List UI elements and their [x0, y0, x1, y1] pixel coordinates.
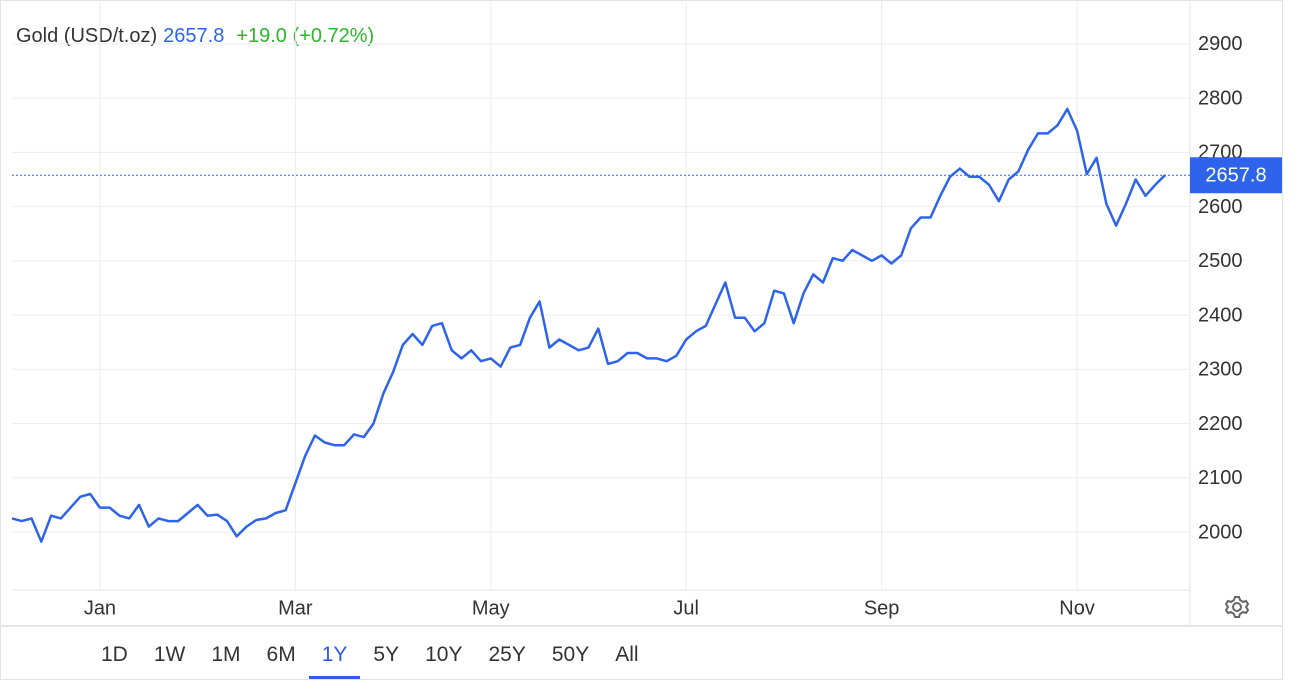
- y-tick-label: 2800: [1198, 87, 1243, 109]
- range-button[interactable]: 25Y: [488, 643, 526, 666]
- x-tick-label: Mar: [278, 597, 313, 619]
- x-tick-label: Sep: [864, 597, 900, 619]
- y-tick-label: 2900: [1198, 33, 1243, 55]
- chart-frame: [0, 0, 1283, 626]
- last-price-box: [1190, 157, 1282, 194]
- last-price-label: 2657.8: [1205, 165, 1266, 187]
- chart: Gold (USD/t.oz) 2657.8 +19.0 (+0.72%) Jan M…: [0, 0, 1283, 626]
- x-tick-label: May: [472, 597, 510, 619]
- range-button[interactable]: 5Y: [373, 643, 400, 666]
- range-button[interactable]: 1D: [101, 643, 128, 666]
- y-tick-label: 2300: [1198, 359, 1243, 381]
- range-button[interactable]: 6M: [266, 643, 296, 666]
- price-change: +19.0 (+0.72%): [236, 25, 374, 47]
- range-button[interactable]: 1W: [153, 643, 186, 666]
- y-tick-label: 2500: [1198, 250, 1243, 272]
- range-button[interactable]: All: [615, 643, 639, 666]
- range-button[interactable]: 10Y: [425, 643, 463, 666]
- x-tick-label: Nov: [1059, 597, 1095, 619]
- price-line: [11, 107, 1166, 543]
- range-button[interactable]: 50Y: [551, 643, 590, 666]
- y-tick-label: 2000: [1198, 521, 1243, 543]
- range-button[interactable]: 1Y: [308, 627, 361, 679]
- instrument-name: Gold (USD/t.oz): [16, 25, 157, 47]
- x-tick-label: Jul: [673, 597, 699, 619]
- header-text: Gold (USD/t.oz) 2657.8 +19.0 (+0.72%): [16, 25, 374, 47]
- range-button[interactable]: 1M: [211, 643, 241, 666]
- header: Gold (USD/t.oz) 2657.8 +19.0 (+0.72%): [8, 18, 428, 54]
- y-tick-label: 2200: [1198, 413, 1243, 435]
- y-tick-label: 2400: [1198, 304, 1243, 326]
- last-price: 2657.8: [163, 25, 224, 47]
- y-tick-label: 2100: [1198, 467, 1243, 489]
- header-bg: [8, 18, 428, 54]
- settings-icon[interactable]: [1224, 596, 1250, 618]
- y-tick-label: 2600: [1198, 196, 1243, 218]
- range-bar: 1D 1W 1M 6M 1Y 5Y 10Y 25Y 50Y All: [0, 626, 1283, 680]
- x-tick-label: Jan: [84, 597, 116, 619]
